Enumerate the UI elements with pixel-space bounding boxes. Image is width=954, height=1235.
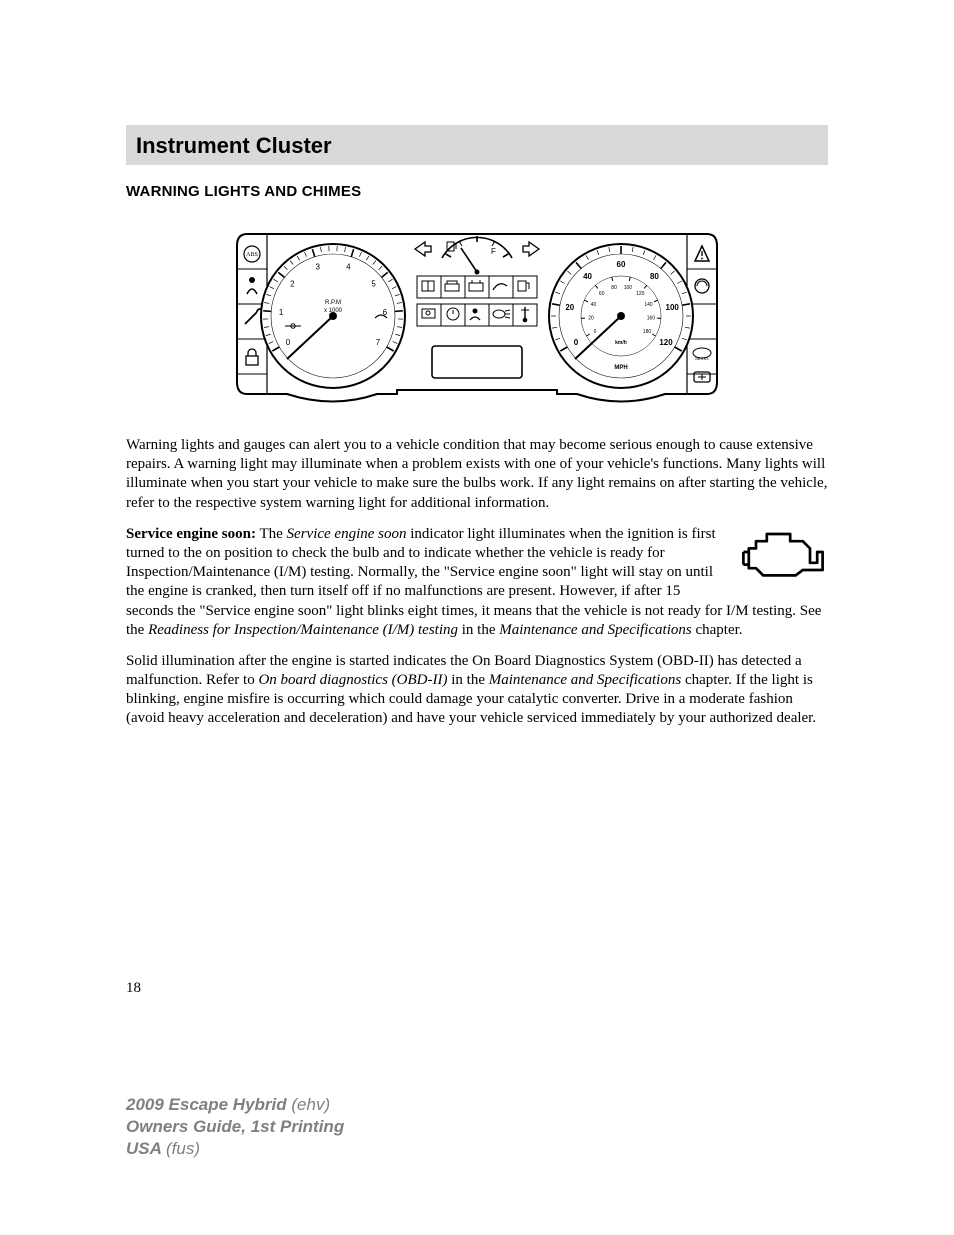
svg-text:F: F — [491, 247, 496, 256]
svg-text:100: 100 — [666, 303, 680, 312]
svg-text:R.P.M: R.P.M — [325, 300, 341, 306]
page-number: 18 — [126, 980, 141, 997]
footer-block: 2009 Escape Hybrid (ehv) Owners Guide, 1… — [126, 1094, 344, 1160]
svg-text:BRAKE: BRAKE — [695, 356, 709, 361]
svg-text:80: 80 — [650, 272, 659, 281]
svg-text:ABS: ABS — [246, 252, 258, 258]
svg-text:20: 20 — [588, 316, 594, 322]
instrument-cluster-svg: ABS BRAKE 01234567 R.P.M x 1000 — [227, 214, 727, 414]
intro-paragraph: Warning lights and gauges can alert you … — [126, 436, 828, 513]
message-center-display — [432, 346, 522, 378]
tachometer-gauge: 01234567 R.P.M x 1000 — [261, 244, 405, 388]
instrument-cluster-figure: ABS BRAKE 01234567 R.P.M x 1000 — [126, 214, 828, 414]
center-indicator-row-1 — [417, 276, 537, 298]
svg-text:60: 60 — [617, 260, 626, 269]
speedometer-gauge: 020406080100120 020406080100120140160180… — [549, 244, 693, 388]
svg-text:100: 100 — [624, 285, 633, 291]
svg-text:2: 2 — [290, 280, 295, 289]
svg-text:80: 80 — [611, 285, 617, 291]
svg-text:5: 5 — [371, 280, 376, 289]
chapter-title: Instrument Cluster — [136, 133, 818, 159]
svg-text:180: 180 — [643, 329, 652, 335]
svg-text:40: 40 — [591, 302, 597, 308]
svg-text:60: 60 — [599, 291, 605, 297]
svg-text:1: 1 — [279, 308, 284, 317]
ses-lead: Service engine soon: — [126, 526, 256, 542]
svg-text:0: 0 — [594, 329, 597, 335]
service-engine-paragraph: Service engine soon: The Service engine … — [126, 525, 828, 640]
svg-text:3: 3 — [315, 262, 320, 271]
svg-text:4: 4 — [346, 262, 351, 271]
service-engine-soon-icon — [738, 525, 828, 580]
obd-paragraph: Solid illumination after the engine is s… — [126, 652, 828, 729]
svg-text:0: 0 — [574, 338, 579, 347]
svg-text:120: 120 — [636, 291, 645, 297]
svg-text:40: 40 — [583, 272, 592, 281]
svg-text:MPH: MPH — [614, 365, 627, 371]
svg-text:7: 7 — [376, 338, 381, 347]
center-indicator-row-2 — [417, 304, 537, 326]
svg-text:160: 160 — [647, 316, 656, 322]
svg-text:km/h: km/h — [615, 340, 627, 346]
svg-text:140: 140 — [644, 302, 653, 308]
svg-text:120: 120 — [659, 338, 673, 347]
chapter-header: Instrument Cluster — [126, 125, 828, 165]
section-heading: WARNING LIGHTS AND CHIMES — [126, 183, 828, 200]
svg-text:0: 0 — [286, 338, 291, 347]
svg-text:20: 20 — [565, 303, 574, 312]
